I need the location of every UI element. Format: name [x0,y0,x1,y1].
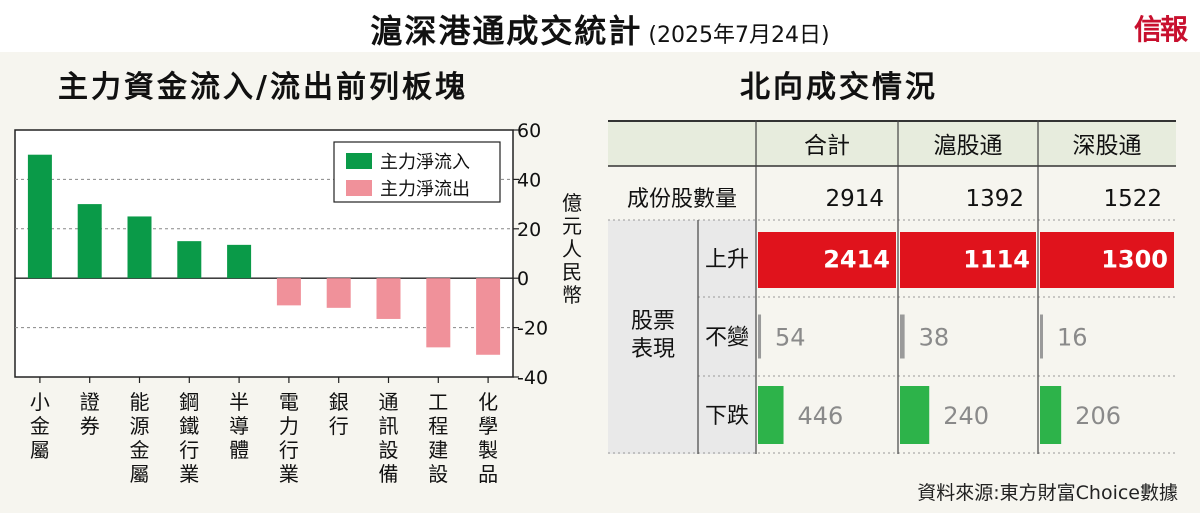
column-header-1: 合計 [804,133,850,159]
column-header-3: 深股通 [1073,133,1142,159]
category-label-6: 電力行業 [279,390,299,486]
category-label-1: 小金屬 [30,390,50,462]
bar-4 [177,241,202,279]
constituents-value-3: 1522 [1103,186,1162,212]
fund-flow-bar-chart: 60 40 20 0 -20 -40 小金屬 證券 能源金屬 鋼鐵行業 半導體 電力行業 銀行 通訊設備 工… [14,120,582,486]
bar-9 [426,278,451,348]
fall-value-2: 240 [943,402,989,430]
category-label-8: 通訊設備 [379,390,399,486]
rise-value-1: 2414 [823,246,890,274]
legend-swatch-2 [346,180,372,196]
title-date: (2025年7月24日) [648,23,830,48]
right-table-title: 北向成交情況 [740,70,938,105]
bar-5 [227,244,252,279]
flat-bar-3 [1040,314,1043,359]
bar-1 [27,154,52,279]
main-title-text: 滬深港通成交統計 [370,12,643,50]
rise-value-2: 1114 [963,246,1030,274]
legend-label-1: 主力淨流入 [380,152,470,173]
category-label-3: 能源金屬 [130,390,150,486]
fall-bar-3 [1040,386,1062,444]
fall-value-1: 446 [798,402,844,430]
bar-10 [476,278,501,355]
page-title: 滬深港通成交統計 (2025年7月24日) [0,6,1200,52]
y-tick-label: 60 [517,120,541,142]
y-tick-label: 0 [517,268,529,290]
column-header-2: 滬股通 [934,133,1003,159]
flat-value-3: 16 [1057,324,1088,352]
category-label-5: 半導體 [229,390,249,462]
rise-bar-1 [758,232,896,288]
flat-bar-2 [900,314,905,359]
row-label-flat: 不變 [705,326,749,351]
bar-6 [276,278,301,306]
y-axis-label: 億元人民幣 [562,191,582,307]
hkej-logo: 信報 [1133,13,1188,46]
rise-bar-2 [900,232,1036,288]
row-label-rise: 上升 [705,248,749,273]
source-note: 資料來源:東方財富Choice數據 [917,482,1178,504]
category-label-2: 證券 [80,390,100,438]
bar-8 [376,278,401,319]
flat-value-1: 54 [775,324,806,352]
category-label-7: 銀行 [329,390,349,438]
y-tick-label: 20 [517,219,541,241]
bar-3 [127,216,152,279]
flat-bar-1 [758,314,762,359]
constituents-value-1: 2914 [825,186,884,212]
stock-performance-label: 股票表現 [631,309,675,362]
header-bar: 滬深港通成交統計 (2025年7月24日) 信報 [0,0,1200,52]
table-header-bg [608,120,1176,166]
table-label-bg [608,220,756,454]
constituents-label: 成份股數量 [627,187,737,212]
row-label-fall: 下跌 [705,404,749,429]
rise-value-3: 1300 [1101,246,1168,274]
bar-7 [326,278,351,308]
category-label-4: 鋼鐵行業 [179,390,199,486]
flat-value-2: 38 [919,324,950,352]
y-tick-label: 40 [517,169,541,191]
legend-swatch-1 [346,153,372,169]
y-tick-label: -40 [517,367,548,389]
y-tick-label: -20 [517,318,548,340]
rise-bar-3 [1040,232,1174,288]
fall-value-3: 206 [1075,402,1121,430]
fall-bar-1 [758,386,784,444]
left-chart-title: 主力資金流入/流出前列板塊 [58,70,468,105]
category-label-9: 工程建設 [428,390,448,486]
category-label-10: 化學製品 [478,390,498,486]
bar-2 [77,204,102,279]
constituents-value-2: 1392 [965,186,1024,212]
legend-label-2: 主力淨流出 [380,179,470,200]
fall-bar-2 [900,386,930,444]
